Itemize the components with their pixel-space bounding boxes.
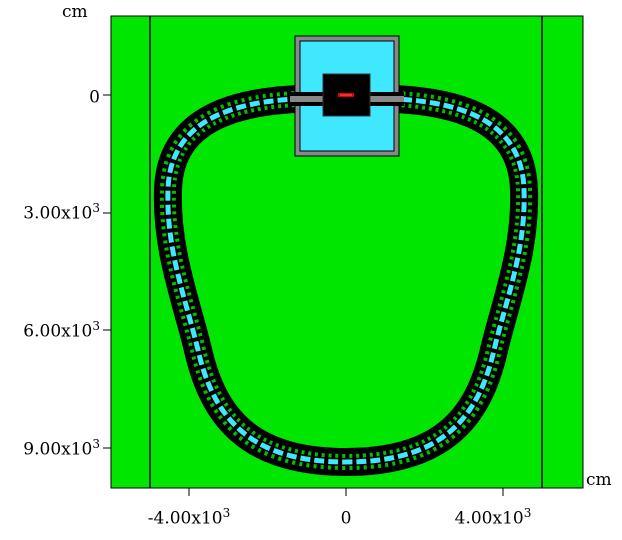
y-tick-label: 6.00x103 xyxy=(23,319,100,342)
y-tick-label: 0 xyxy=(89,87,100,108)
x-tick-label: 4.00x103 xyxy=(454,506,532,529)
x-unit-label: cm xyxy=(586,470,612,490)
y-unit-label: cm xyxy=(62,2,88,22)
y-tick-label: 9.00x103 xyxy=(23,437,100,460)
y-tick-label: 3.00x103 xyxy=(23,201,100,224)
ring-beam-pipe xyxy=(165,95,527,465)
x-tick-label: 0 xyxy=(340,508,352,529)
x-tick-label: -4.00x103 xyxy=(147,506,231,529)
